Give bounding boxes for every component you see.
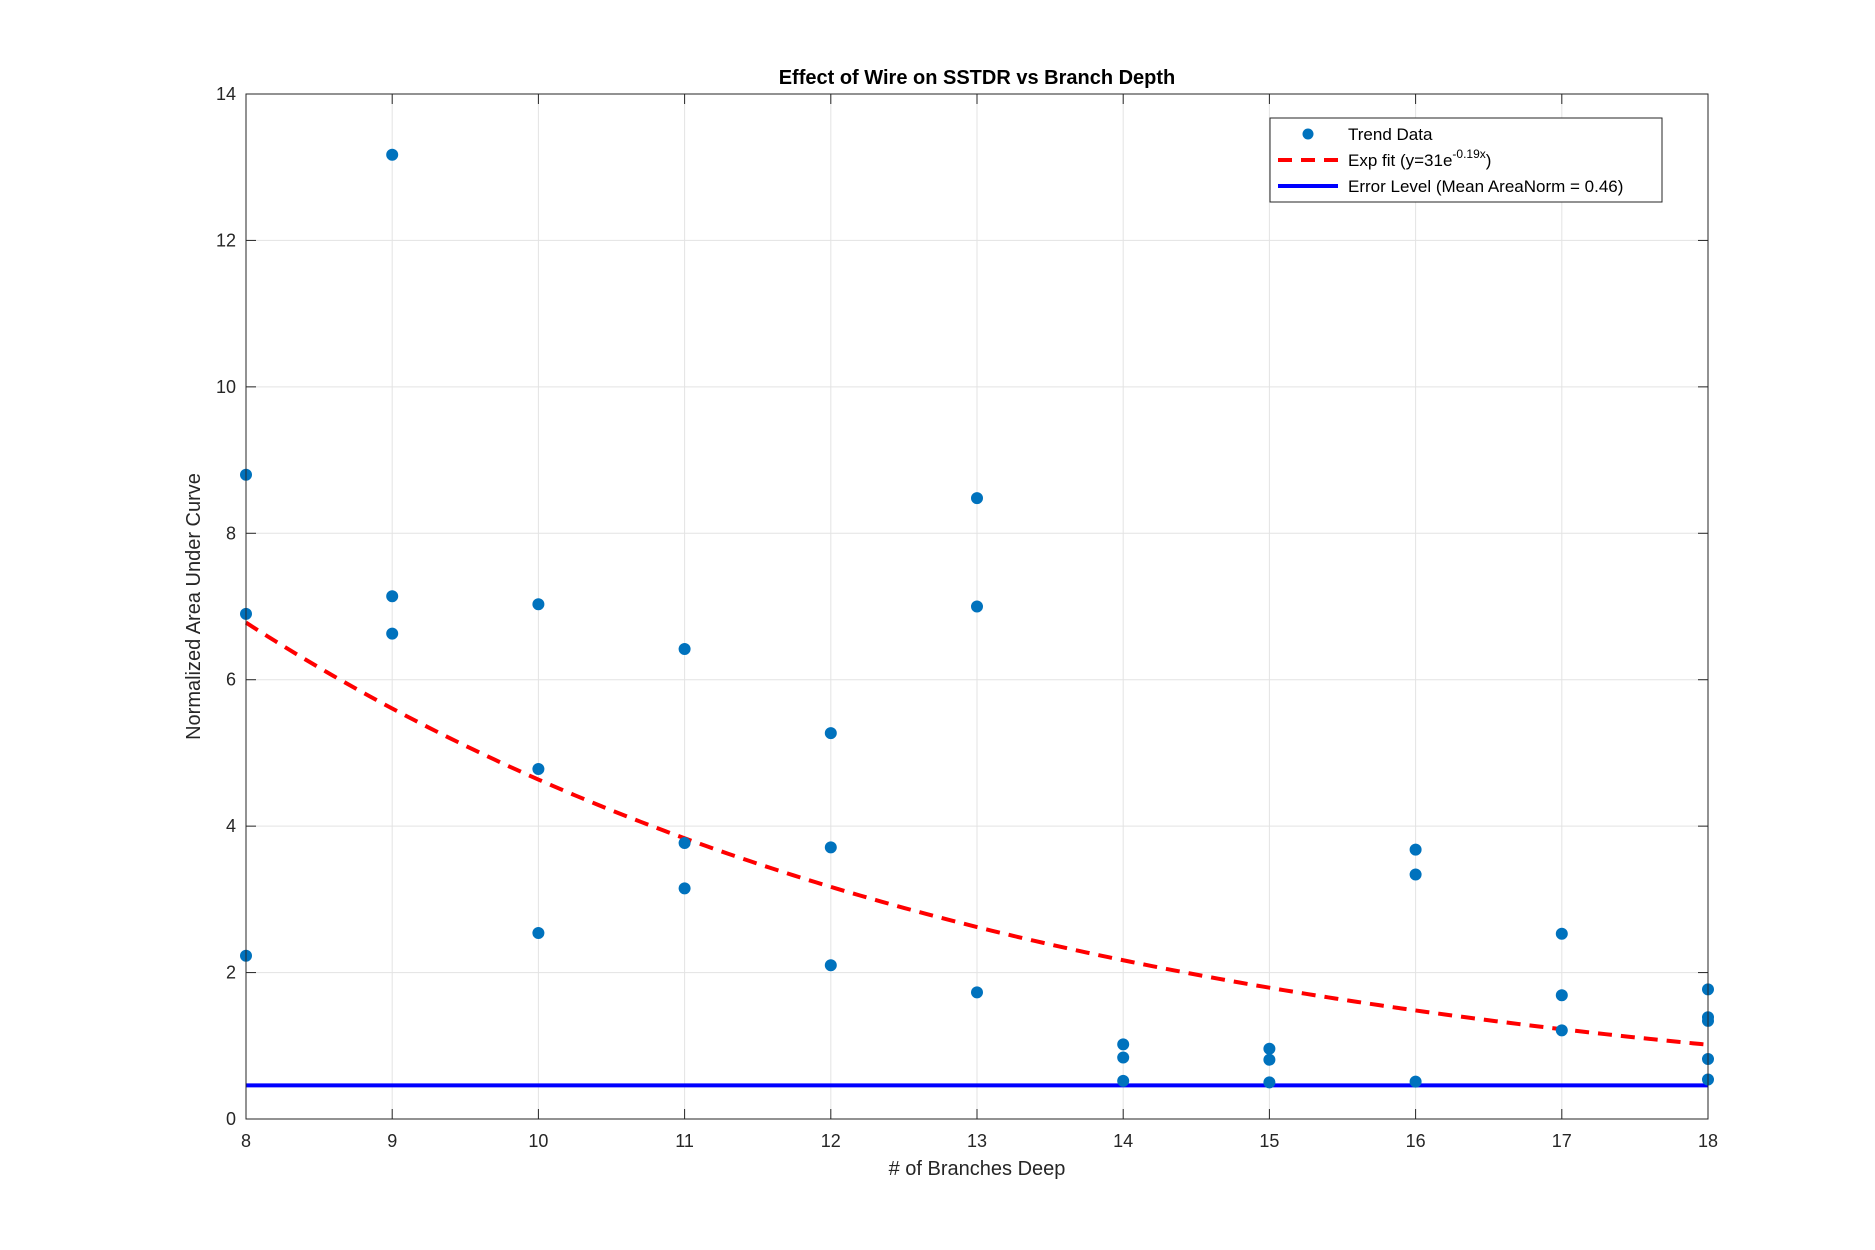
y-tick-label: 12 [216,230,236,250]
data-point [386,590,399,603]
x-tick-label: 16 [1406,1131,1426,1151]
data-point [386,148,399,161]
legend: Trend Data Exp fit (y=31e-0.19x) Error Lev… [1269,117,1663,203]
x-tick-label: 12 [821,1131,841,1151]
data-point [532,763,545,776]
data-point [532,598,545,611]
data-point [532,927,545,940]
x-tick-label: 14 [1113,1131,1133,1151]
legend-marker-trend [1302,128,1314,140]
data-point [971,600,983,613]
y-tick-label: 10 [216,377,236,397]
y-tick-label: 6 [226,670,236,690]
data-point [1117,1074,1130,1087]
chart-title: Effect of Wire on SSTDR vs Branch Depth [779,67,1176,89]
data-point [1409,843,1422,856]
y-tick-label: 2 [226,963,236,983]
y-tick-label: 0 [226,1109,236,1129]
y-tick-label: 4 [226,816,236,836]
x-tick-label: 10 [528,1131,548,1151]
x-tick-label: 18 [1698,1131,1718,1151]
data-point [1117,1038,1130,1051]
exp-fit-line [244,620,1709,1047]
legend-label-fit: Exp fit (y=31e-0.19x) [1348,147,1491,170]
data-point [678,836,691,849]
data-point [1555,927,1568,940]
x-tick-label: 9 [387,1131,397,1151]
axis-ticks: 8 9 10 11 12 13 14 15 16 17 18 0 2 4 6 8 10 12 14 [216,84,1718,1151]
x-tick-label: 11 [675,1131,694,1151]
data-point [1555,1024,1568,1037]
y-tick-label: 14 [216,84,236,104]
data-point [678,882,691,895]
data-point [1263,1053,1276,1066]
x-tick-label: 13 [967,1131,987,1151]
data-point [1117,1051,1130,1064]
legend-label-error: Error Level (Mean AreaNorm = 0.46) [1348,177,1623,196]
data-point [1555,989,1568,1002]
data-point [1263,1042,1276,1055]
y-tick-label: 8 [226,523,236,543]
x-tick-label: 17 [1552,1131,1572,1151]
y-axis-label: Normalized Area Under Curve [183,473,205,740]
data-point [971,986,983,999]
data-point [1263,1076,1276,1089]
data-point [386,627,399,640]
data-point [971,492,983,505]
data-point [678,642,691,655]
x-tick-label: 8 [241,1131,251,1151]
data-point [1409,1075,1422,1088]
data-point [824,959,837,972]
legend-label-trend: Trend Data [1348,125,1433,144]
data-point [824,727,837,740]
data-point [824,841,837,854]
x-tick-label: 15 [1259,1131,1279,1151]
x-axis-label: # of Branches Deep [889,1158,1066,1180]
data-point [1409,868,1422,881]
